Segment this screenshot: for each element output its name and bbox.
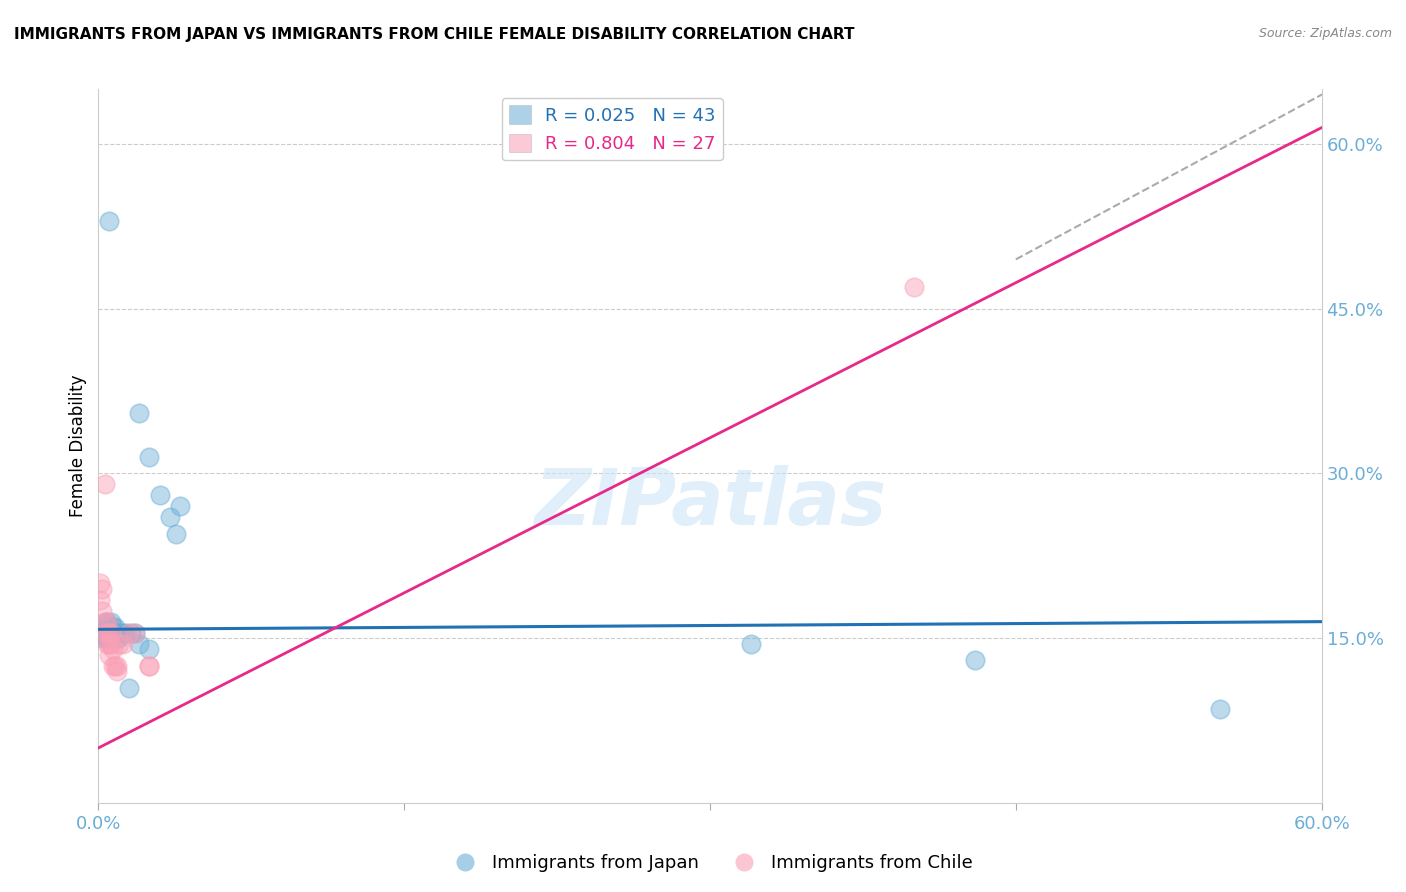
Point xyxy=(124,625,146,640)
Point xyxy=(93,615,115,629)
Point xyxy=(96,615,118,629)
Point xyxy=(96,615,118,629)
Point xyxy=(93,625,115,640)
Point xyxy=(91,604,114,618)
Point xyxy=(1209,702,1232,716)
Text: Source: ZipAtlas.com: Source: ZipAtlas.com xyxy=(1258,27,1392,40)
Point xyxy=(100,625,122,640)
Point xyxy=(91,620,114,634)
Point xyxy=(138,450,160,464)
Point xyxy=(108,637,131,651)
Point xyxy=(89,620,111,634)
Point xyxy=(159,510,181,524)
Point xyxy=(165,526,187,541)
Point xyxy=(91,625,114,640)
Point xyxy=(118,681,141,695)
Point xyxy=(104,658,127,673)
Point xyxy=(138,642,160,657)
Point xyxy=(97,620,120,634)
Point xyxy=(97,625,120,640)
Point xyxy=(100,615,122,629)
Point xyxy=(101,625,124,640)
Point xyxy=(96,631,118,645)
Text: IMMIGRANTS FROM JAPAN VS IMMIGRANTS FROM CHILE FEMALE DISABILITY CORRELATION CHA: IMMIGRANTS FROM JAPAN VS IMMIGRANTS FROM… xyxy=(14,27,855,42)
Point xyxy=(169,500,191,514)
Point xyxy=(105,664,128,678)
Point xyxy=(97,648,120,662)
Point xyxy=(93,615,115,629)
Point xyxy=(149,488,172,502)
Point xyxy=(104,620,127,634)
Point xyxy=(100,625,122,640)
Point xyxy=(111,625,134,640)
Point xyxy=(128,406,150,420)
Point xyxy=(118,625,141,640)
Point xyxy=(89,625,111,640)
Point xyxy=(124,625,146,640)
Point xyxy=(97,637,120,651)
Point xyxy=(120,625,142,640)
Point xyxy=(97,214,120,228)
Point xyxy=(903,280,925,294)
Point xyxy=(93,620,115,634)
Point xyxy=(104,625,127,640)
Point xyxy=(128,637,150,651)
Point xyxy=(108,625,131,640)
Point xyxy=(138,658,160,673)
Point xyxy=(105,625,128,640)
Point xyxy=(96,625,118,640)
Point xyxy=(101,620,124,634)
Point xyxy=(96,620,118,634)
Point xyxy=(89,576,111,591)
Point xyxy=(138,658,160,673)
Point xyxy=(105,658,128,673)
Point xyxy=(100,637,122,651)
Point xyxy=(96,625,118,640)
Point xyxy=(740,637,762,651)
Point xyxy=(101,642,124,657)
Point xyxy=(93,477,115,491)
Point xyxy=(97,631,120,645)
Point xyxy=(111,637,134,651)
Point xyxy=(108,631,131,645)
Point xyxy=(105,631,128,645)
Point xyxy=(91,582,114,596)
Y-axis label: Female Disability: Female Disability xyxy=(69,375,87,517)
Point xyxy=(91,631,114,645)
Legend: Immigrants from Japan, Immigrants from Chile: Immigrants from Japan, Immigrants from C… xyxy=(440,847,980,880)
Point xyxy=(97,625,120,640)
Point xyxy=(114,625,136,640)
Point xyxy=(89,592,111,607)
Point xyxy=(93,625,115,640)
Point xyxy=(101,658,124,673)
Point xyxy=(93,631,115,645)
Point xyxy=(96,637,118,651)
Text: ZIPatlas: ZIPatlas xyxy=(534,465,886,541)
Point xyxy=(965,653,987,667)
